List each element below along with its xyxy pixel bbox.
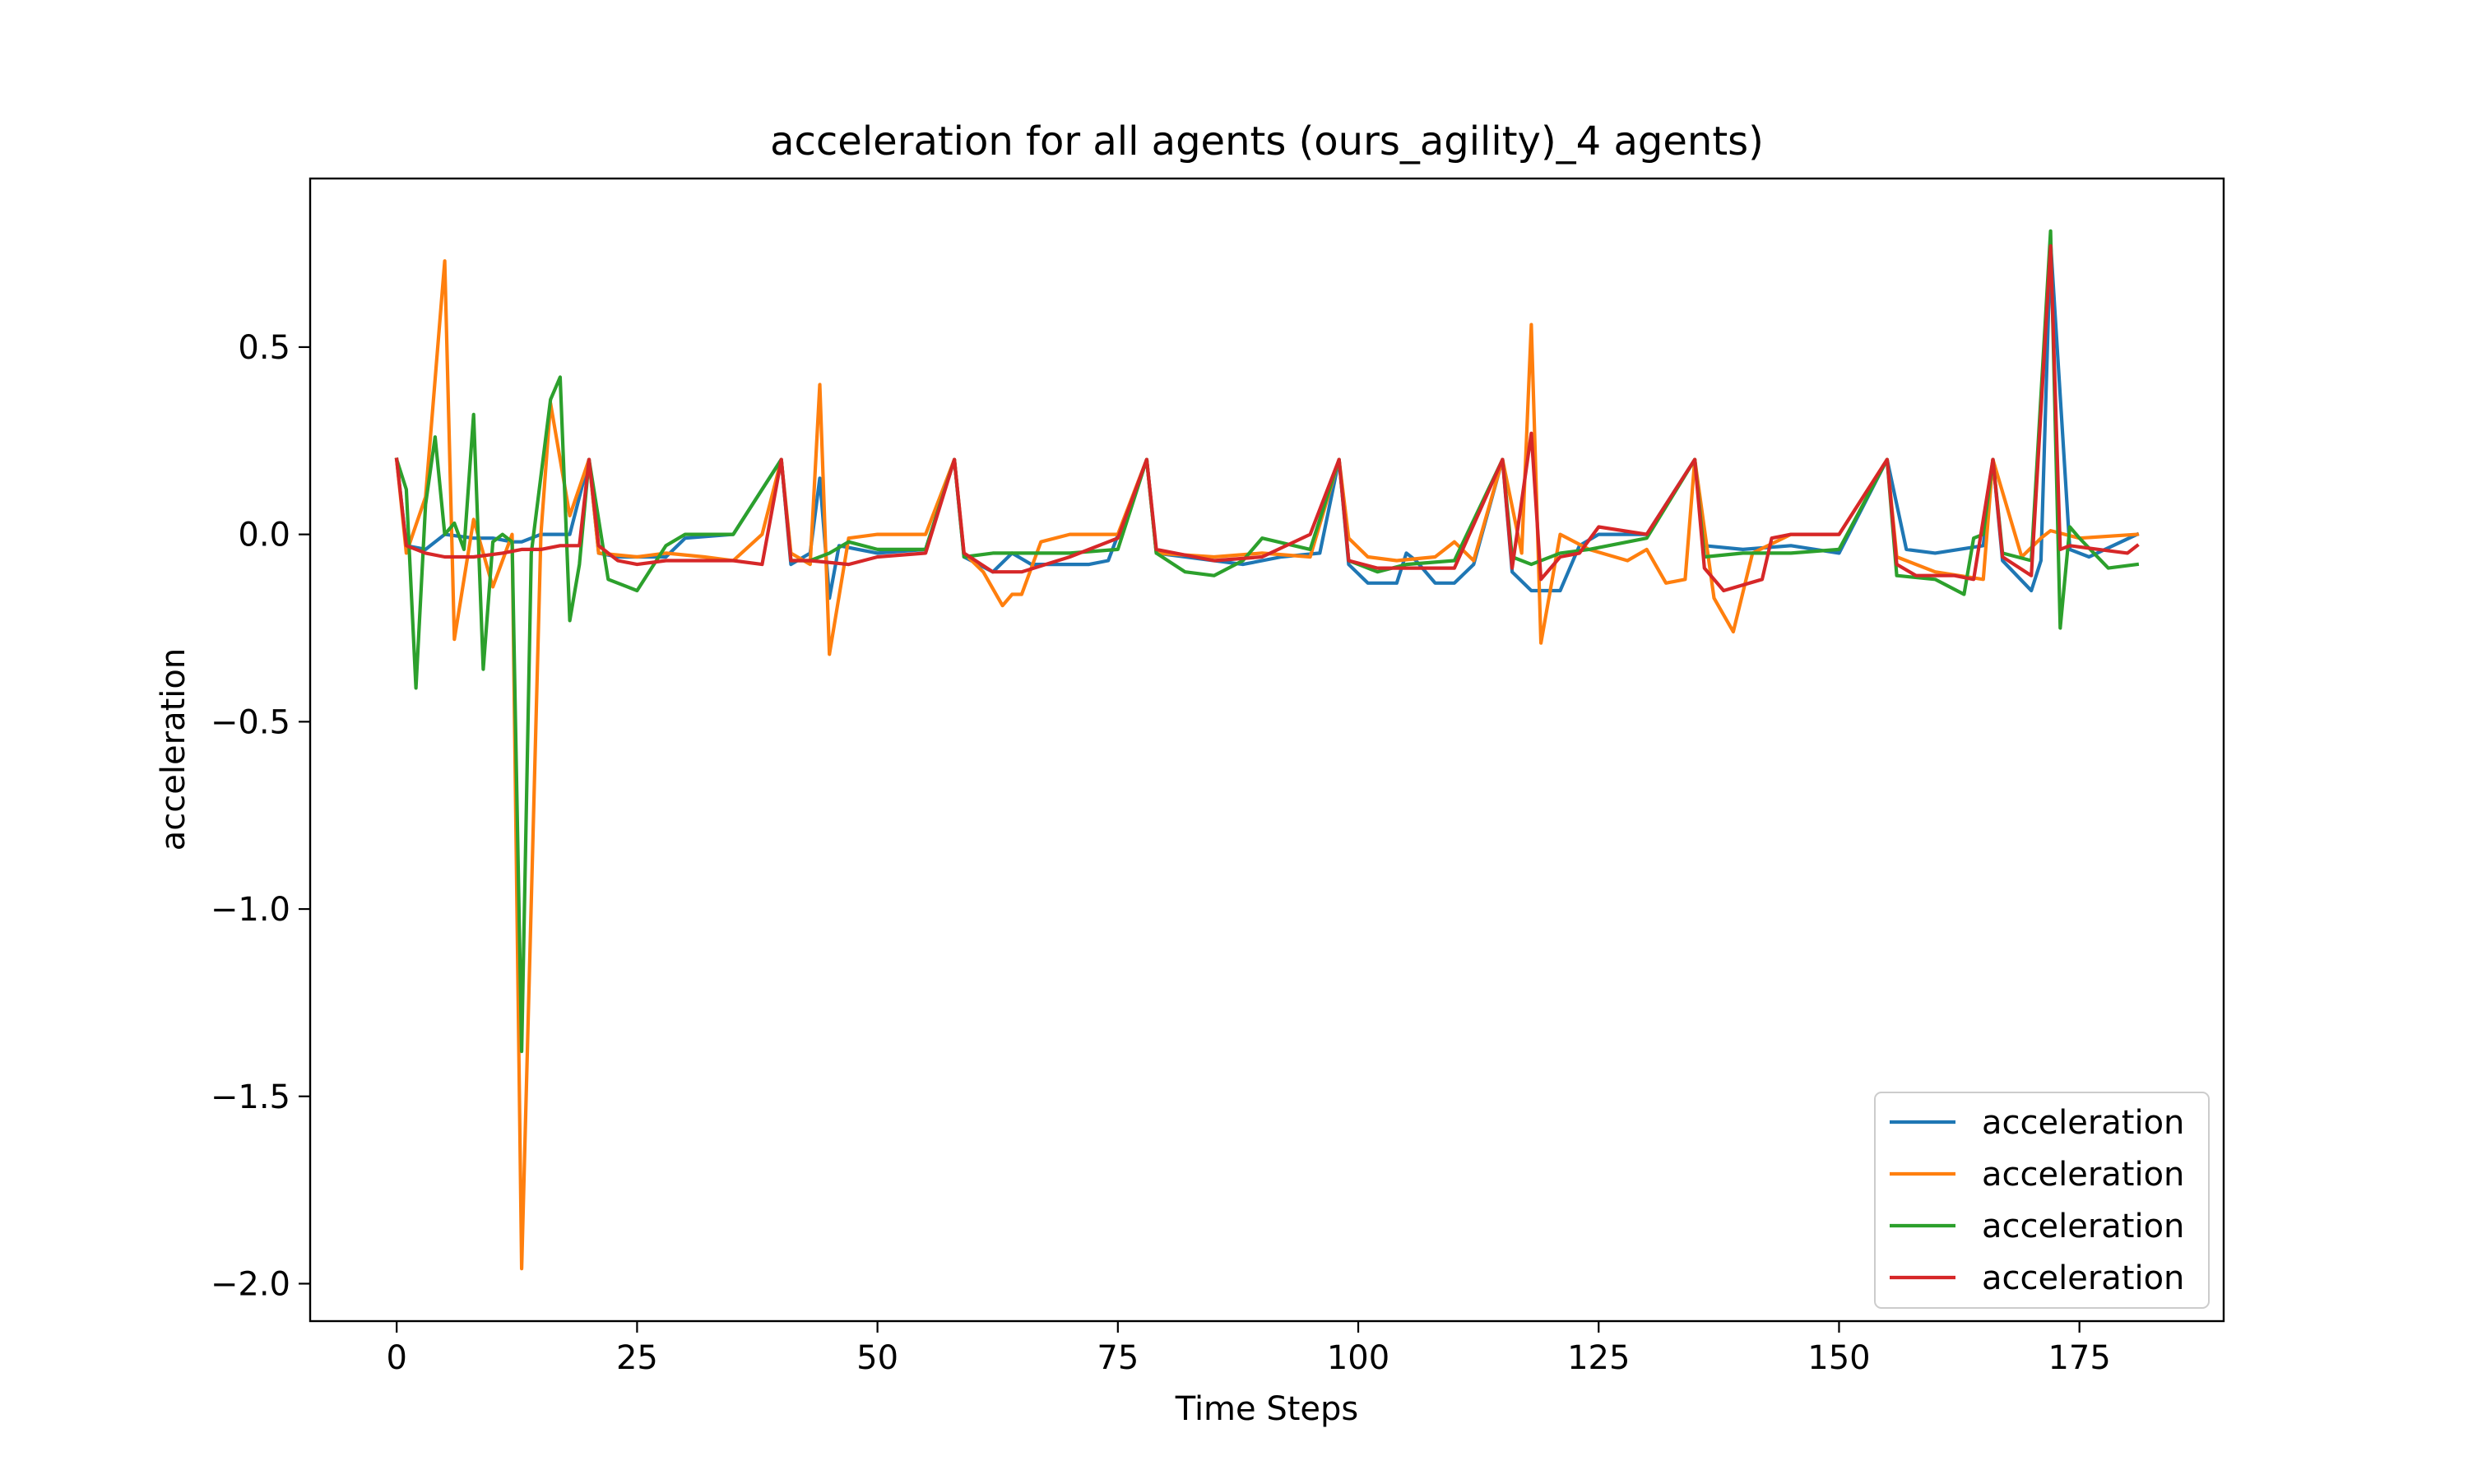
y-tick-label: −2.0 xyxy=(211,1265,290,1303)
x-tick-label: 25 xyxy=(616,1339,658,1377)
y-tick-label: 0.0 xyxy=(238,517,290,554)
plot-area-frame xyxy=(308,177,2225,1323)
legend-entry-label: acceleration xyxy=(1982,1104,2184,1142)
x-tick-label: 100 xyxy=(1327,1339,1389,1377)
legend: acceleration acceleration acceleration acce… xyxy=(1874,1092,2210,1309)
y-tick-label: −1.0 xyxy=(211,891,290,929)
legend-entry-label: acceleration xyxy=(1982,1156,2184,1194)
x-tick-label: 50 xyxy=(856,1339,898,1377)
legend-frame xyxy=(1874,1092,2210,1309)
series-line-3 xyxy=(394,229,2140,1054)
y-tick-label: −0.5 xyxy=(211,703,290,741)
legend-entry-label: acceleration xyxy=(1982,1259,2184,1297)
y-tick-label: −1.5 xyxy=(211,1078,290,1116)
y-tick-label: 0.5 xyxy=(238,329,290,367)
x-tick-label: 125 xyxy=(1567,1339,1630,1377)
y-axis-label: acceleration xyxy=(155,648,193,851)
chart-title: acceleration for all agents (ours_agilit… xyxy=(770,118,1764,165)
series-line-4 xyxy=(394,243,2140,593)
legend-entry-label: acceleration xyxy=(1982,1208,2184,1245)
x-tick-label: 150 xyxy=(1807,1339,1870,1377)
y-axis: 0.5 0.0 −0.5 −1.0 −1.5 −2.0 xyxy=(211,329,310,1303)
x-axis: 0 25 50 75 100 125 150 175 xyxy=(386,1321,2111,1377)
x-axis-label: Time Steps xyxy=(1175,1390,1359,1428)
x-tick-label: 175 xyxy=(2048,1339,2110,1377)
x-tick-label: 0 xyxy=(386,1339,406,1377)
series-layer xyxy=(394,229,2140,1271)
x-tick-label: 75 xyxy=(1097,1339,1139,1377)
